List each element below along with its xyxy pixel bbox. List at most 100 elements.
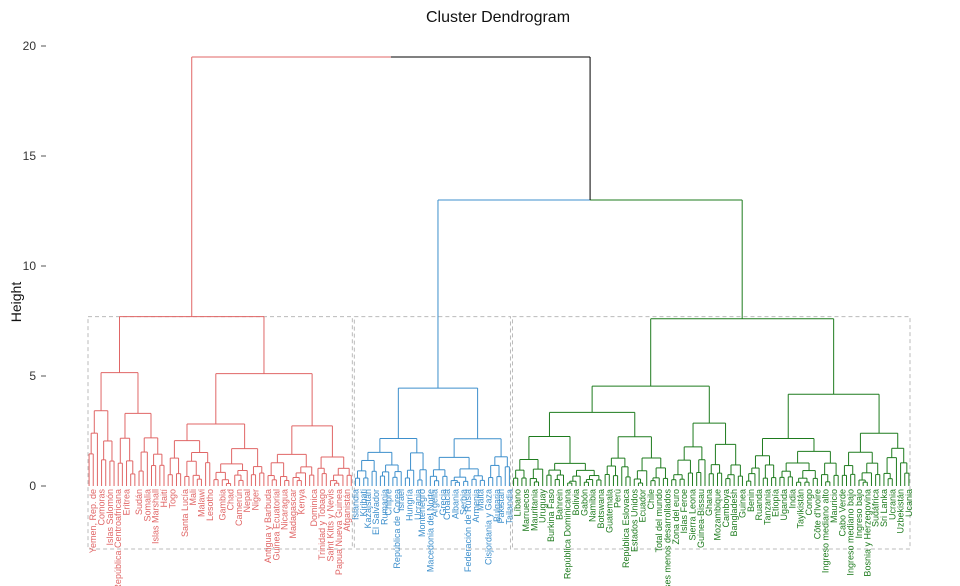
leaf-label: Ghana xyxy=(704,489,714,516)
leaf-label: Camerún xyxy=(234,489,244,526)
leaf-label: República Dominicana xyxy=(563,489,573,579)
leaf-label: Estados Unidos xyxy=(629,489,639,553)
leaf-label: Grecia xyxy=(438,489,448,516)
leaf-label: Malta xyxy=(475,489,485,511)
leaf-label: Antigua y Barbuda xyxy=(263,489,273,563)
y-tick-label: 20 xyxy=(23,39,37,53)
leaf-label: Cabo Verde xyxy=(837,489,847,537)
leaf-label: Ucania xyxy=(904,489,914,517)
y-axis-label: Height xyxy=(8,282,24,323)
leaf-label: Eritrea xyxy=(122,489,132,516)
leaf-label: República Centroafricana xyxy=(113,489,123,586)
leaf-label: Bulgaria xyxy=(492,489,502,522)
leaf-label: Uganda xyxy=(779,489,789,521)
leaf-label: Gabón xyxy=(579,489,589,516)
cluster-cut-box xyxy=(353,316,511,550)
leaf-label: Etiopía xyxy=(771,489,781,517)
leaf-label: Uruguay xyxy=(538,489,548,524)
leaf-label: Sudáfrica xyxy=(871,489,881,527)
leaf-label: Montenegro xyxy=(417,489,427,537)
leaf-label: Trinidad y Tobago xyxy=(317,489,327,560)
leaf-label: Nepal xyxy=(242,489,252,513)
y-tick-label: 15 xyxy=(23,149,37,163)
leaf-label: Uzbekistán xyxy=(896,489,906,534)
leaf-label: Serbia xyxy=(459,489,469,515)
leaf-label: Mozambique xyxy=(712,489,722,541)
leaf-label: Niger xyxy=(251,489,261,511)
cluster-cut-box xyxy=(87,316,353,550)
leaf-label: Côte d'Ivoire xyxy=(812,489,822,539)
leaf-label: Guinea Ecuatorial xyxy=(271,489,281,561)
leaf-label: Togo xyxy=(167,489,177,509)
leaf-label: Burkina Faso xyxy=(546,489,556,542)
leaf-label: Israel xyxy=(396,489,406,511)
y-tick-label: 5 xyxy=(29,369,36,383)
leaf-label: Mauritania xyxy=(529,489,539,531)
leaf-label: Perú xyxy=(613,489,623,508)
leaf-label: Bangladesh xyxy=(729,489,739,537)
leaf-label: Madagascar xyxy=(288,489,298,539)
leaf-label: Kenya xyxy=(296,489,306,515)
leaf-label: Lesotho xyxy=(205,489,215,521)
leaf-label: Macedonia del Norte xyxy=(425,489,435,572)
y-axis: 0 5 10 15 20 xyxy=(23,39,46,493)
y-tick-label: 0 xyxy=(29,479,36,493)
leaf-label: Sierra Leona xyxy=(688,489,698,541)
cluster-cut-boxes xyxy=(87,316,911,550)
leaf-label: Benin xyxy=(746,489,756,512)
leaf-label: República Eslovaca xyxy=(621,489,631,568)
dendrogram-tree xyxy=(88,56,910,486)
leaf-label: Ecuador xyxy=(638,489,648,523)
leaf-label: Bahrein xyxy=(554,489,564,520)
leaf-label: Tailandia xyxy=(504,489,514,525)
leaf-label: Líbano xyxy=(513,489,523,517)
leaf-label: Kiribati xyxy=(359,489,369,517)
leaf-label: Mauricio xyxy=(829,489,839,523)
leaf-label: Ingreso bajo xyxy=(854,489,864,539)
leaf-label: Gambia xyxy=(217,489,227,521)
leaf-label: Namibia xyxy=(588,489,598,522)
leaf-label: Dominica xyxy=(309,489,319,527)
leaf-label: Bolivia xyxy=(571,489,581,516)
leaf-label: Islas Marshall xyxy=(151,489,161,544)
leaf-label: Tayikistán xyxy=(796,489,806,529)
leaf-label: India xyxy=(787,489,797,509)
leaf-label: Tanzania xyxy=(762,489,772,525)
leaf-label: Argelia xyxy=(429,489,439,517)
leaf-label: Ucrania xyxy=(413,489,423,520)
leaf-label: Mali xyxy=(188,489,198,506)
leaf-label: Afganistán xyxy=(342,489,352,532)
leaf-label: Guatemala xyxy=(604,489,614,533)
leaf-label: Guinea-Bissau xyxy=(696,489,706,548)
leaf-label: Ingreso mediano bajo xyxy=(846,489,856,576)
leaf-label: Chipre xyxy=(384,489,394,516)
leaf-label: Papua Nueva Guinea xyxy=(334,489,344,575)
leaf-label: Kazajstán xyxy=(363,489,373,529)
leaf-label: Ingreso mediano alto xyxy=(821,489,831,573)
leaf-label: República de Corea xyxy=(392,489,402,569)
leaf-label: Pakistán xyxy=(496,489,506,524)
leaf-label: Islas Feroe xyxy=(679,489,689,534)
leaf-label: Rumania xyxy=(380,489,390,525)
chart-title: Cluster Dendrogram xyxy=(426,9,570,26)
leaf-label: Ucrania xyxy=(887,489,897,520)
cluster-cut-box xyxy=(511,316,911,550)
leaf-label: Guinea xyxy=(737,489,747,518)
leaf-label: Chile xyxy=(646,489,656,510)
leaf-label: Federación de Rusia xyxy=(463,489,473,572)
leaf-label: Islandia xyxy=(350,489,360,520)
leaf-label: Yemen, Rep. de xyxy=(88,489,98,553)
leaf-label: Croacia xyxy=(442,489,452,520)
leaf-label: Albania xyxy=(450,489,460,519)
leaf-label: Países menos desarrollados xyxy=(663,489,673,586)
leaf-label: Comoras xyxy=(97,489,107,526)
leaf-label: Chad xyxy=(226,489,236,511)
leaf-label: Hungría xyxy=(405,489,415,521)
leaf-label: Sudán xyxy=(134,489,144,515)
leaf-label: Islas Salomón xyxy=(105,489,115,546)
leaf-label: Marruecos xyxy=(521,489,531,532)
leaf-label: Santa Lucía xyxy=(180,489,190,537)
